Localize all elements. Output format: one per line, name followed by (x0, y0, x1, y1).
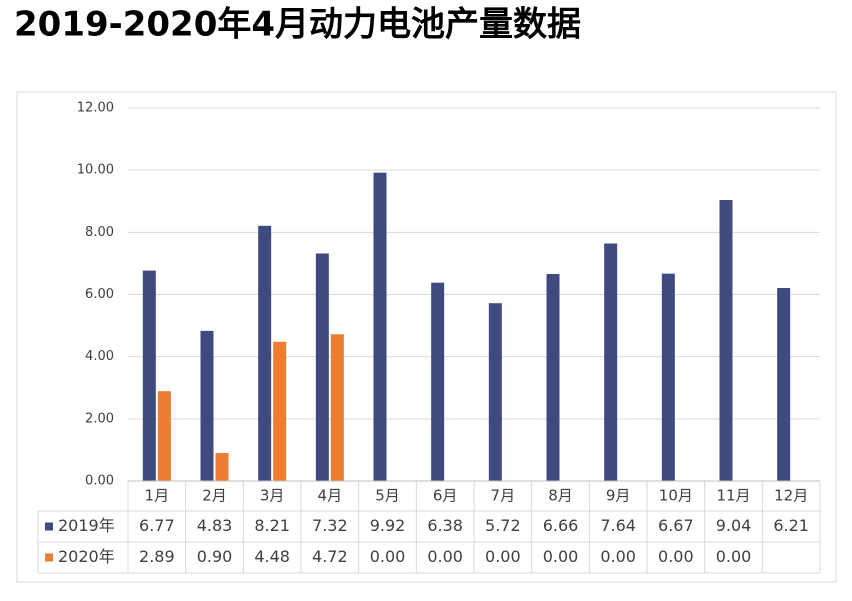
y-tick-label: 8.00 (85, 225, 114, 240)
table-value: 7.32 (312, 516, 348, 535)
legend-key (45, 553, 53, 562)
bar (777, 287, 791, 481)
x-tick-label: 12月 (774, 487, 808, 505)
table-value: 0.00 (658, 547, 694, 566)
bar (215, 453, 229, 481)
x-tick-label: 8月 (548, 487, 573, 505)
table-value: 0.00 (427, 547, 463, 566)
table-value: 4.83 (197, 516, 233, 535)
table-value: 6.66 (543, 516, 579, 535)
table-value: 6.67 (658, 516, 694, 535)
bar (142, 270, 156, 481)
y-tick-label: 0.00 (85, 474, 114, 489)
table-value: 0.00 (370, 547, 406, 566)
table-value: 0.90 (197, 547, 233, 566)
bar (719, 200, 733, 482)
x-tick-label: 10月 (659, 487, 693, 505)
table-value: 0.00 (543, 547, 579, 566)
table-value: 9.92 (370, 516, 406, 535)
x-tick-label: 9月 (606, 487, 631, 505)
bar (488, 303, 502, 481)
legend-label: 2020年 (58, 547, 115, 566)
table-value: 0.00 (600, 547, 636, 566)
legend-label: 2019年 (58, 516, 115, 535)
table-value: 4.72 (312, 547, 348, 566)
x-tick-label: 4月 (318, 487, 343, 505)
bar (546, 273, 560, 481)
x-tick-label: 7月 (491, 487, 516, 505)
bar (373, 172, 387, 482)
table-value: 2.89 (139, 547, 175, 566)
x-tick-label: 3月 (260, 487, 285, 505)
table-value: 0.00 (716, 547, 752, 566)
bar (604, 243, 618, 481)
bar (330, 334, 344, 481)
table-value: 5.72 (485, 516, 521, 535)
table-value: 9.04 (716, 516, 752, 535)
bar (315, 253, 329, 481)
y-tick-label: 12.00 (77, 101, 114, 116)
bar (661, 273, 675, 481)
bar (157, 391, 171, 481)
x-tick-label: 5月 (375, 487, 400, 505)
y-tick-label: 6.00 (85, 287, 114, 302)
x-tick-label: 6月 (433, 487, 458, 505)
x-tick-label: 11月 (716, 487, 750, 505)
table-value: 8.21 (254, 516, 290, 535)
y-tick-label: 4.00 (85, 349, 114, 364)
table-value: 7.64 (600, 516, 636, 535)
bar (200, 330, 214, 481)
y-tick-label: 10.00 (77, 163, 114, 178)
table-value: 0.00 (485, 547, 521, 566)
x-tick-label: 1月 (145, 487, 170, 505)
chart-frame (16, 91, 837, 583)
bar (258, 225, 272, 481)
bar (431, 282, 445, 481)
table-value: 4.48 (254, 547, 290, 566)
table-value: 6.21 (773, 516, 809, 535)
x-tick-label: 2月 (202, 487, 227, 505)
y-tick-label: 2.00 (85, 411, 114, 426)
legend-key (45, 522, 53, 531)
table-value: 6.38 (427, 516, 463, 535)
chart-title: 2019-2020年4月动力电池产量数据 (14, 5, 581, 45)
bar (273, 341, 287, 481)
table-value: 6.77 (139, 516, 175, 535)
